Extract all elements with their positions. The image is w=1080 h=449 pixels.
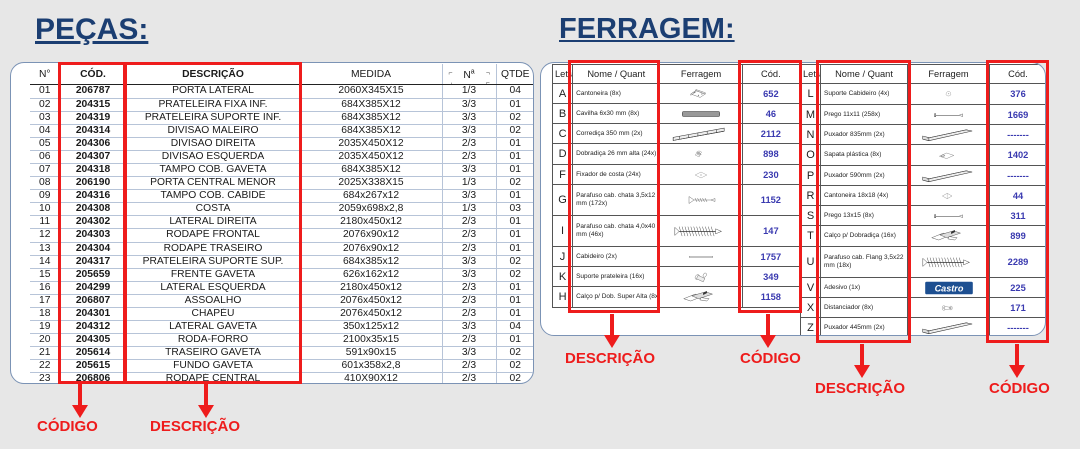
svg-text:Castro: Castro	[934, 283, 963, 293]
